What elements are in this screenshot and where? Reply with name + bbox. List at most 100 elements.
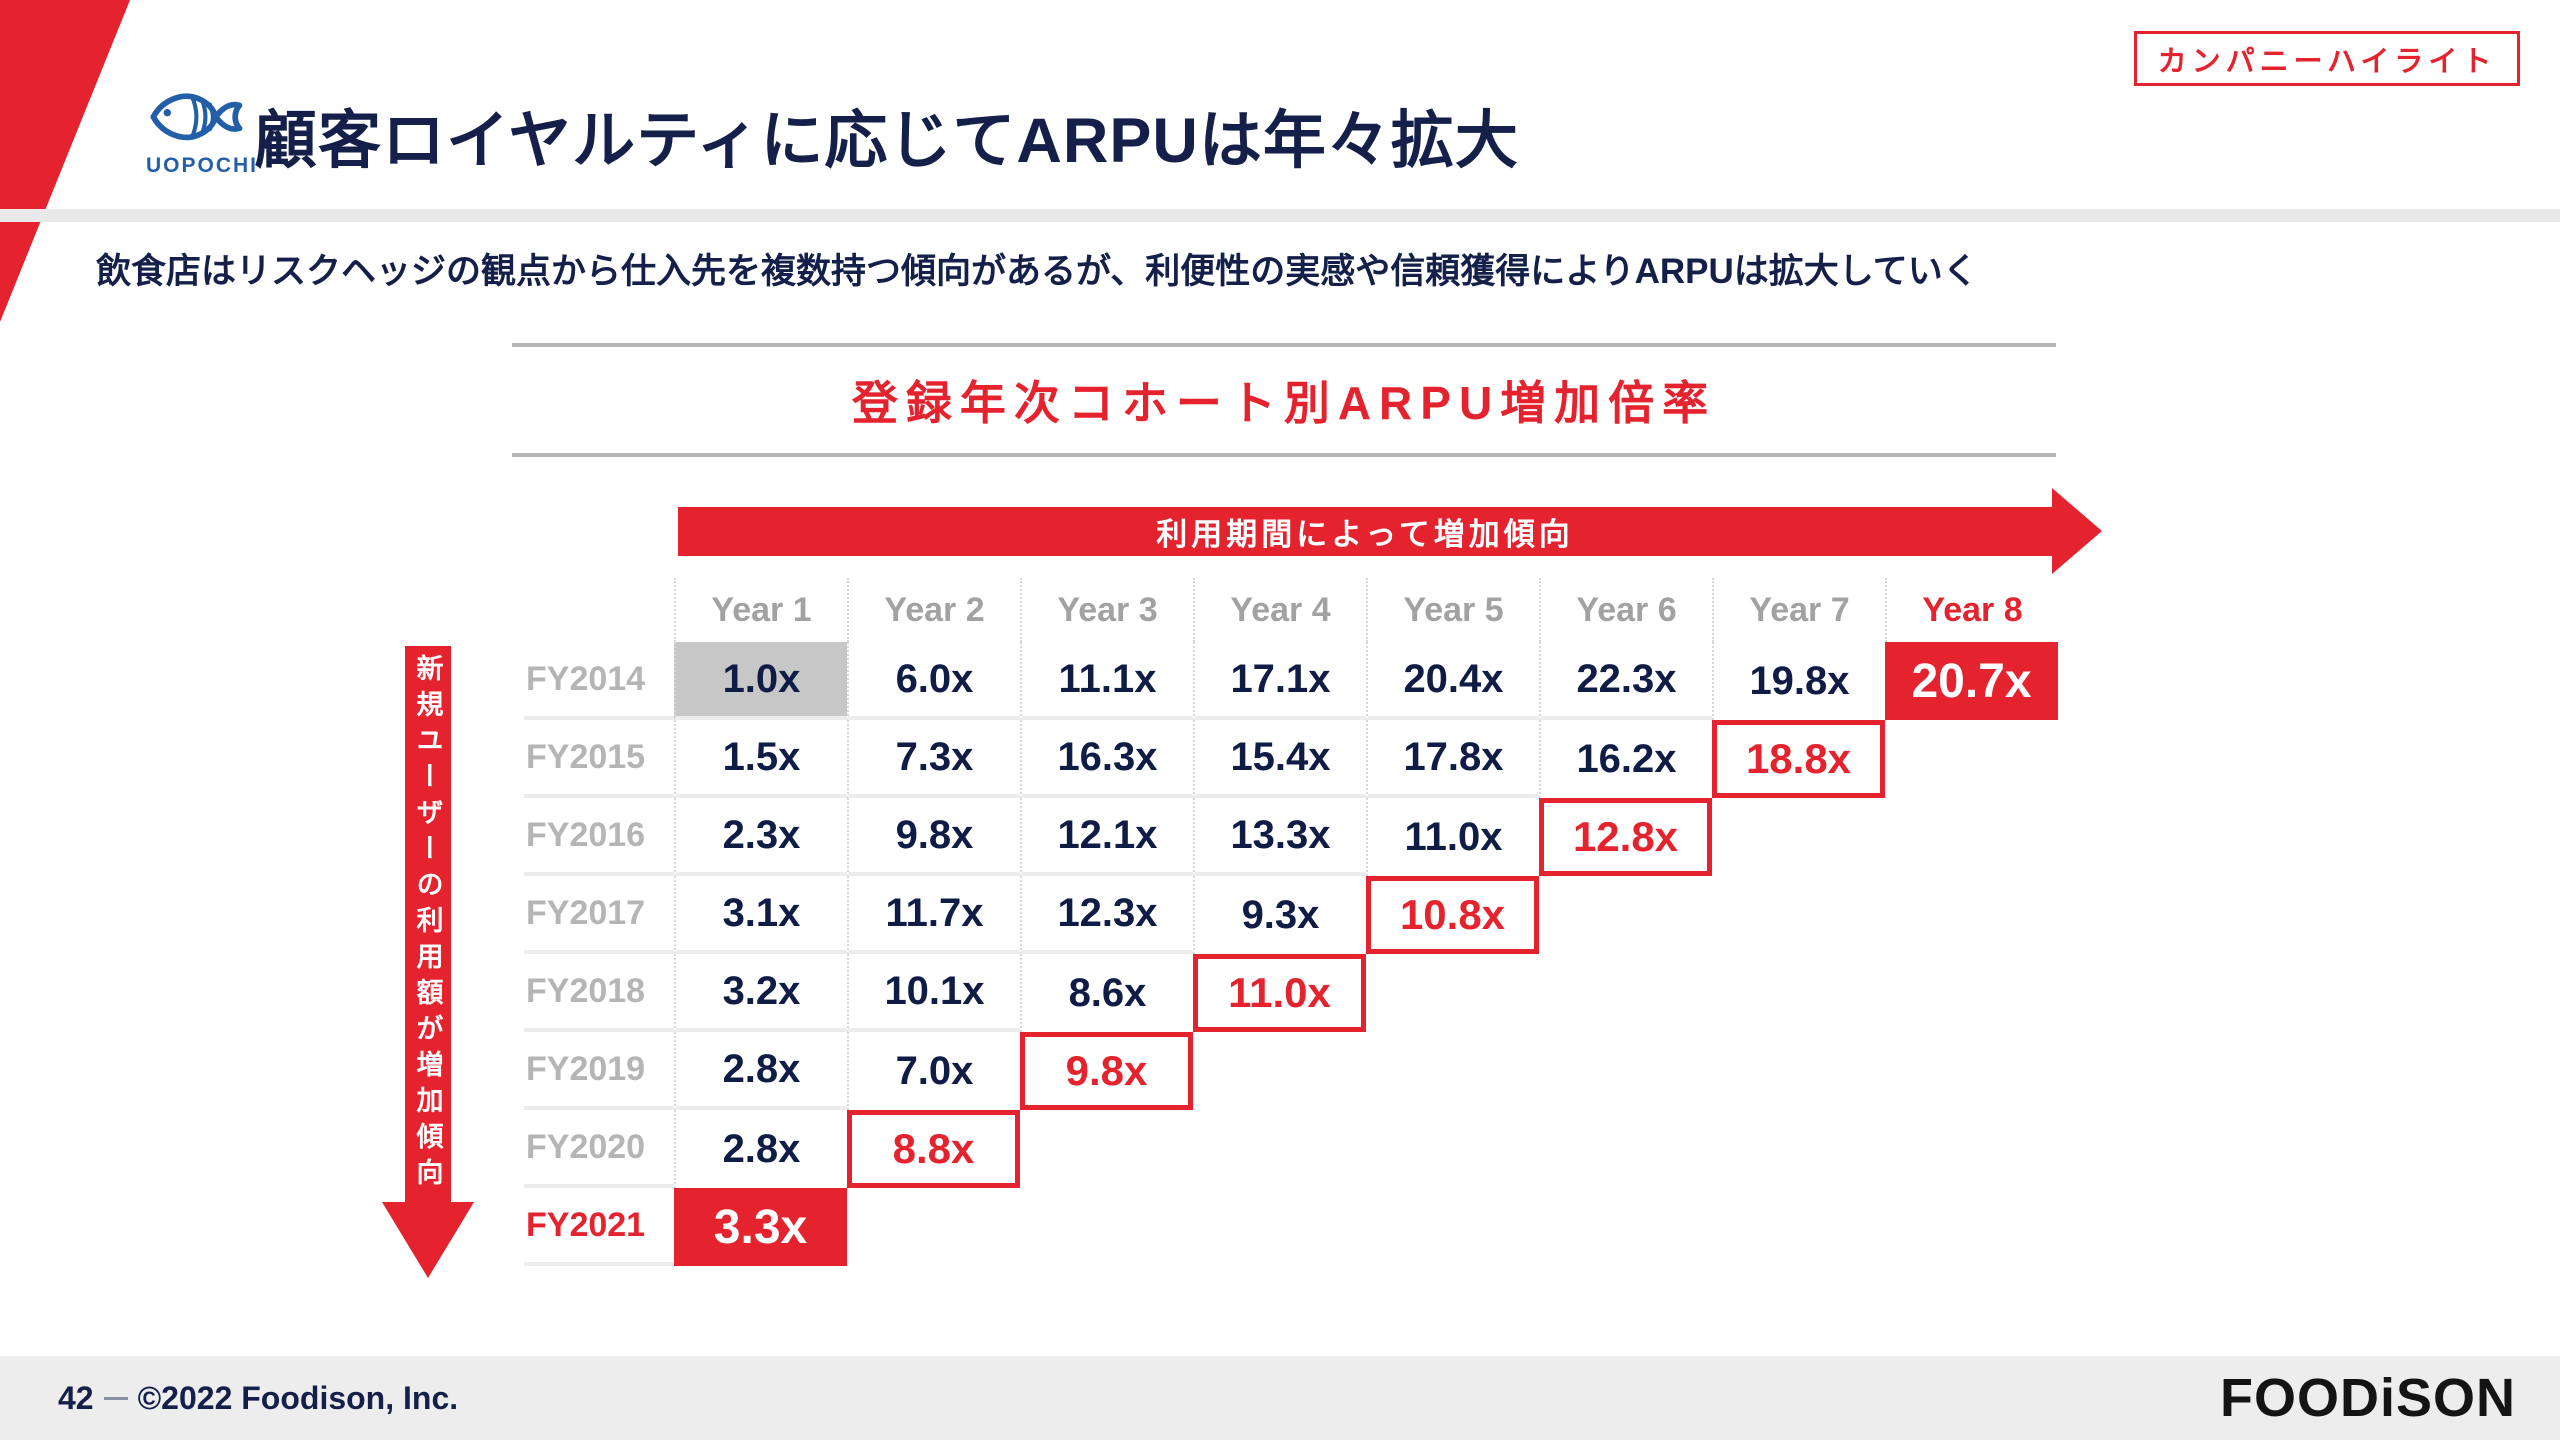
value-cell: 16.3x [1020, 720, 1193, 798]
value-cell: 17.1x [1193, 642, 1366, 720]
row-label: FY2020 [524, 1110, 674, 1188]
empty-cell [1885, 798, 2058, 876]
column-header: Year 8 [1885, 578, 2058, 642]
usage-period-arrow-label: 利用期間によって増加傾向 [1156, 517, 1574, 552]
empty-cell [847, 1188, 1020, 1266]
value-cell: 22.3x [1539, 642, 1712, 720]
row-label: FY2016 [524, 798, 674, 876]
column-header: Year 2 [847, 578, 1020, 642]
empty-cell [1712, 1110, 1885, 1188]
value-cell: 12.1x [1020, 798, 1193, 876]
row-label: FY2021 [524, 1188, 674, 1266]
column-header: Year 3 [1020, 578, 1193, 642]
row-label: FY2014 [524, 642, 674, 720]
slide-subtitle: 飲食店はリスクヘッジの観点から仕入先を複数持つ傾向があるが、利便性の実感や信頼獲… [96, 252, 1978, 291]
empty-cell [1885, 1110, 2058, 1188]
chart-title-bottom-rule [512, 453, 2056, 457]
empty-cell [1020, 1188, 1193, 1266]
empty-cell [1366, 1188, 1539, 1266]
value-cell: 20.7x [1885, 642, 2058, 720]
value-cell: 17.8x [1366, 720, 1539, 798]
value-cell: 15.4x [1193, 720, 1366, 798]
table-corner-cell [524, 578, 674, 642]
column-header: Year 5 [1366, 578, 1539, 642]
empty-cell [1366, 954, 1539, 1032]
empty-cell [1020, 1110, 1193, 1188]
value-cell: 11.7x [847, 876, 1020, 954]
cohort-table: Year 1 Year 2 Year 3 Year 4 Year 5 Year 6 Year… [524, 578, 2058, 1266]
footer: 42 ©2022 Foodison, Inc. FOODiSON [0, 1356, 2560, 1440]
value-cell: 10.8x [1366, 876, 1539, 954]
value-cell: 3.2x [674, 954, 847, 1032]
footer-divider-dash [103, 1396, 128, 1400]
empty-cell [1885, 1188, 2058, 1266]
value-cell: 7.0x [847, 1032, 1020, 1110]
empty-cell [1193, 1032, 1366, 1110]
value-cell: 9.8x [1020, 1032, 1193, 1110]
empty-cell [1712, 1032, 1885, 1110]
new-user-arrow: 新規ユーザーの利用額が増加傾向 [382, 646, 474, 1278]
value-cell: 20.4x [1366, 642, 1539, 720]
value-cell: 11.0x [1193, 954, 1366, 1032]
empty-cell [1885, 1032, 2058, 1110]
row-label: FY2018 [524, 954, 674, 1032]
value-cell: 2.8x [674, 1032, 847, 1110]
page-number: 42 [58, 1379, 94, 1416]
value-cell: 19.8x [1712, 642, 1885, 720]
value-cell: 9.8x [847, 798, 1020, 876]
chart-title: 登録年次コホート別ARPU増加倍率 [851, 377, 1717, 429]
uopochi-logo: UOPOCHI [146, 84, 259, 178]
empty-cell [1885, 720, 2058, 798]
column-header: Year 1 [674, 578, 847, 642]
row-label: FY2017 [524, 876, 674, 954]
value-cell: 8.8x [847, 1110, 1020, 1188]
empty-cell [1193, 1110, 1366, 1188]
value-cell: 3.1x [674, 876, 847, 954]
page-title: 顧客ロイヤルティに応じてARPUは年々拡大 [254, 106, 1519, 176]
empty-cell [1885, 876, 2058, 954]
header-divider [0, 209, 2560, 222]
status-badge: カンパニーハイライト [2134, 31, 2520, 86]
value-cell: 2.8x [674, 1110, 847, 1188]
empty-cell [1366, 1110, 1539, 1188]
value-cell: 8.6x [1020, 954, 1193, 1032]
empty-cell [1712, 1188, 1885, 1266]
empty-cell [1712, 798, 1885, 876]
value-cell: 7.3x [847, 720, 1020, 798]
empty-cell [1539, 1188, 1712, 1266]
chart-title-top-rule [512, 343, 2056, 347]
value-cell: 1.5x [674, 720, 847, 798]
column-header: Year 7 [1712, 578, 1885, 642]
value-cell: 11.1x [1020, 642, 1193, 720]
empty-cell [1539, 1032, 1712, 1110]
row-label: FY2015 [524, 720, 674, 798]
value-cell: 12.8x [1539, 798, 1712, 876]
empty-cell [1539, 954, 1712, 1032]
empty-cell [1193, 1188, 1366, 1266]
column-header: Year 4 [1193, 578, 1366, 642]
arrow-right-icon [2052, 488, 2102, 574]
column-header: Year 6 [1539, 578, 1712, 642]
fish-icon [146, 93, 246, 152]
new-user-arrow-body: 新規ユーザーの利用額が増加傾向 [405, 646, 451, 1202]
logo-wordmark: UOPOCHI [146, 154, 259, 177]
empty-cell [1539, 876, 1712, 954]
empty-cell [1885, 954, 2058, 1032]
value-cell: 11.0x [1366, 798, 1539, 876]
value-cell: 16.2x [1539, 720, 1712, 798]
value-cell: 9.3x [1193, 876, 1366, 954]
new-user-arrow-label: 新規ユーザーの利用額が増加傾向 [412, 654, 443, 1194]
copyright-text: ©2022 Foodison, Inc. [137, 1379, 459, 1416]
arrow-down-icon [382, 1202, 474, 1278]
foodison-logo: FOODiSON [2219, 1368, 2516, 1428]
value-cell: 18.8x [1712, 720, 1885, 798]
value-cell: 13.3x [1193, 798, 1366, 876]
value-cell: 1.0x [674, 642, 847, 720]
usage-period-arrow-banner: 利用期間によって増加傾向 [678, 507, 2052, 556]
value-cell: 3.3x [674, 1188, 847, 1266]
empty-cell [1712, 954, 1885, 1032]
chart-title-block: 登録年次コホート別ARPU増加倍率 [512, 343, 2056, 457]
footer-left: 42 ©2022 Foodison, Inc. [58, 1380, 458, 1417]
empty-cell [1539, 1110, 1712, 1188]
row-label: FY2019 [524, 1032, 674, 1110]
